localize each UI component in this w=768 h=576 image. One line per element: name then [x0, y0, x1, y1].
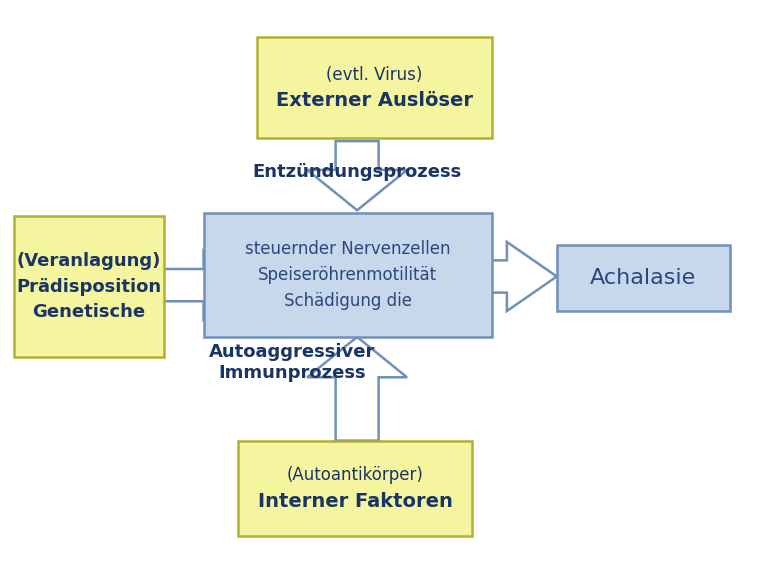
FancyBboxPatch shape [238, 441, 472, 536]
Polygon shape [492, 242, 557, 311]
Text: (evtl. Virus): (evtl. Virus) [326, 66, 422, 84]
Polygon shape [307, 141, 407, 210]
Text: Speiseröhrenmotilität: Speiseröhrenmotilität [258, 266, 437, 284]
Text: Interner Faktoren: Interner Faktoren [258, 492, 452, 510]
Text: Prädisposition: Prädisposition [16, 278, 161, 295]
Text: steuernder Nervenzellen: steuernder Nervenzellen [245, 240, 450, 258]
Text: Schädigung die: Schädigung die [283, 292, 412, 310]
Text: Achalasie: Achalasie [590, 268, 697, 288]
FancyBboxPatch shape [257, 37, 492, 138]
FancyBboxPatch shape [204, 213, 492, 337]
Text: Autoaggressiver
Immunprozess: Autoaggressiver Immunprozess [209, 343, 375, 381]
Polygon shape [307, 337, 407, 441]
FancyBboxPatch shape [557, 245, 730, 311]
Text: Genetische: Genetische [32, 304, 145, 321]
Text: (Autoantikörper): (Autoantikörper) [286, 466, 424, 484]
Text: Externer Auslöser: Externer Auslöser [276, 92, 473, 110]
FancyBboxPatch shape [14, 216, 164, 357]
Text: Entzündungsprozess: Entzündungsprozess [253, 164, 462, 181]
Text: (Veranlagung): (Veranlagung) [17, 252, 161, 270]
Polygon shape [164, 251, 253, 320]
